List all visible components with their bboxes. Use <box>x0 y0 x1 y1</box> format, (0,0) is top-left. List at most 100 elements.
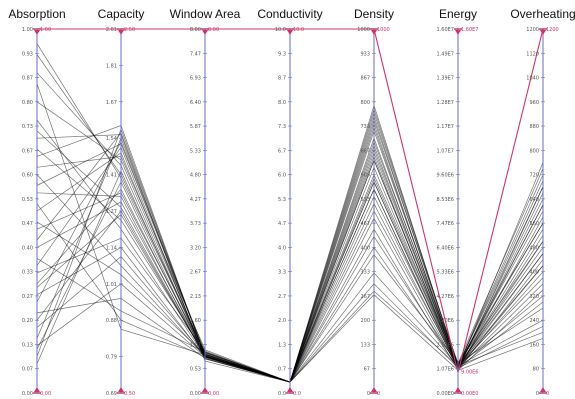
top-filter-handle-icon[interactable] <box>455 30 461 35</box>
tick-label: 9.60E6 <box>437 173 454 179</box>
tick-label: 1.60E7 <box>437 27 454 33</box>
top-filter-handle-icon[interactable] <box>287 30 293 35</box>
tick-label: 0.79 <box>106 355 117 361</box>
tick-label: 0.67 <box>22 148 33 154</box>
top-filter-handle-icon[interactable] <box>371 30 377 35</box>
tick-label: 160 <box>529 342 539 348</box>
tick-label: 3.20E6 <box>437 318 454 324</box>
tick-label: 0 <box>536 391 539 397</box>
axis-title: Overheating <box>510 7 575 21</box>
range-bottom-label: 0.00 <box>40 391 51 397</box>
tick-label: 80 <box>533 367 539 373</box>
axis-capacity: 2.50 0.50 2.01 1.81 1.67 1.54 1.41 1.27 1.14 1.01… <box>98 7 145 397</box>
axis-title: Absorption <box>8 7 65 21</box>
tick-label: 6.40E6 <box>437 245 454 251</box>
tick-label: 0.73 <box>22 124 33 130</box>
top-filter-handle-icon[interactable] <box>118 30 124 35</box>
tick-label: 4.0 <box>278 245 286 251</box>
tick-label: 4.7 <box>278 221 286 227</box>
tick-label: 133 <box>360 342 370 348</box>
tick-label: 0.80 <box>22 100 33 106</box>
tick-label: 7.3 <box>278 124 286 130</box>
tick-label: 5.33 <box>190 148 201 154</box>
tick-label: 2.7 <box>278 294 286 300</box>
tick-label: 800 <box>529 148 539 154</box>
top-filter-handle-icon[interactable] <box>202 30 208 35</box>
tick-label: 720 <box>529 173 539 179</box>
tick-label: 0.13 <box>22 342 33 348</box>
tick-label: 6.7 <box>278 148 286 154</box>
tick-label: 1.27 <box>106 209 117 215</box>
tick-label: 0.00 <box>190 391 201 397</box>
tick-label: 1120 <box>526 51 539 57</box>
axes-layer: 1.000.001.000.930.870.800.730.670.600.53… <box>8 7 575 397</box>
tick-label: 8.0 <box>278 100 286 106</box>
range-top-label: 1.60E7 <box>461 27 478 33</box>
tick-label: 560 <box>529 221 539 227</box>
axis-title: Window Area <box>170 7 241 21</box>
bottom-filter-handle-icon[interactable] <box>118 387 124 392</box>
tick-label: 1.28E7 <box>437 100 454 106</box>
range-top-label: 8.00 <box>208 27 219 33</box>
tick-label: 4.27 <box>190 197 201 203</box>
tick-label: 1.3 <box>278 342 286 348</box>
bottom-filter-handle-icon[interactable] <box>455 387 461 392</box>
tick-label: 3.20 <box>190 245 201 251</box>
tick-label: 0.69 <box>106 391 117 397</box>
tick-label: 200 <box>360 318 370 324</box>
tick-label: 880 <box>529 124 539 130</box>
tick-label: 1.01 <box>106 282 117 288</box>
range-top-label: 10.0 <box>293 27 304 33</box>
axis-title: Energy <box>439 7 477 21</box>
tick-label: 400 <box>529 270 539 276</box>
tick-label: 400 <box>360 245 370 251</box>
tick-label: 0.00E0 <box>437 391 454 397</box>
tick-label: 0.33 <box>22 270 33 276</box>
tick-label: 0.7 <box>278 367 286 373</box>
bottom-filter-handle-icon[interactable] <box>34 387 40 392</box>
tick-label: 1200 <box>526 27 539 33</box>
tick-label: 800 <box>360 100 370 106</box>
top-filter-handle-icon[interactable] <box>34 30 40 35</box>
top-filter-handle-icon[interactable] <box>540 30 546 35</box>
bottom-filter-handle-icon[interactable] <box>540 387 546 392</box>
tick-label: 0.27 <box>22 294 33 300</box>
tick-label: 2.13E6 <box>437 342 454 348</box>
tick-label: 7.47E6 <box>437 221 454 227</box>
tick-label: 1.39E7 <box>437 76 454 82</box>
tick-label: 533 <box>360 197 370 203</box>
bottom-filter-handle-icon[interactable] <box>287 387 293 392</box>
tick-label: 1.07E6 <box>437 367 454 373</box>
tick-label: 0.0 <box>278 391 286 397</box>
bottom-filter-handle-icon[interactable] <box>202 387 208 392</box>
tick-label: 6.40 <box>190 100 201 106</box>
tick-label: 0.87 <box>22 76 33 82</box>
axis-title: Capacity <box>98 7 145 21</box>
tick-label: 1.07 <box>190 342 201 348</box>
tick-label: 640 <box>529 197 539 203</box>
tick-label: 9.3 <box>278 51 286 57</box>
tick-label: 867 <box>360 76 370 82</box>
tick-label: 240 <box>529 318 539 324</box>
tick-label: 1.67 <box>106 100 117 106</box>
tick-label: 0.53 <box>190 367 201 373</box>
axis-density: 1000 0 1000 933 867 800 733 667 600 533 467 400 333 2… <box>354 7 394 397</box>
range-top-label: 1.00 <box>40 27 51 33</box>
tick-label: 733 <box>360 124 370 130</box>
range-bottom-label: 0.00 <box>208 391 219 397</box>
tick-label: 10.0 <box>275 27 286 33</box>
tick-label: 0.47 <box>22 221 33 227</box>
tick-label: 0.60 <box>22 173 33 179</box>
tick-label: 267 <box>360 294 370 300</box>
tick-label: 4.27E6 <box>437 294 454 300</box>
tick-label: 480 <box>529 245 539 251</box>
tick-label: 0.20 <box>22 318 33 324</box>
range-top-label: 1200 <box>546 27 559 33</box>
bottom-filter-handle-icon[interactable] <box>371 387 377 392</box>
tick-label: 4.80 <box>190 173 201 179</box>
tick-label: 1.41 <box>106 173 117 179</box>
tick-label: 2.01 <box>106 27 117 33</box>
tick-label: 2.0 <box>278 318 286 324</box>
tick-label: 600 <box>360 173 370 179</box>
